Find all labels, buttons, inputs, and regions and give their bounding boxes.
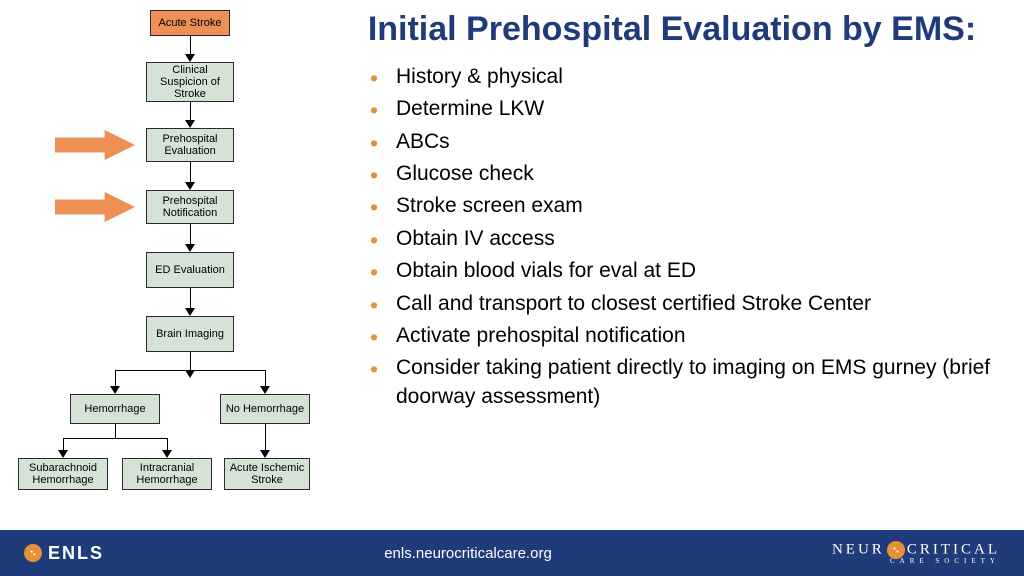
flow-connector [167, 438, 168, 450]
flow-connector [63, 438, 64, 450]
flow-node-acute: Acute Stroke [150, 10, 230, 36]
flow-connector [190, 288, 191, 308]
flow-connector [265, 370, 266, 386]
flow-node-preeval: Prehospital Evaluation [146, 128, 234, 162]
footer-url: enls.neurocriticalcare.org [384, 545, 552, 562]
flow-connector [190, 102, 191, 120]
flow-connector [115, 424, 116, 438]
brain-icon [887, 541, 905, 559]
bullet-item: Determine LKW [370, 95, 1004, 123]
flow-connector [115, 370, 265, 371]
flow-node-brainimg: Brain Imaging [146, 316, 234, 352]
flow-node-sah: Subarachnoid Hemorrhage [18, 458, 108, 490]
bullet-item: Glucose check [370, 160, 1004, 188]
footer-left-logo: ENLS [24, 543, 104, 564]
flow-connector [190, 352, 191, 370]
flow-node-prenotif: Prehospital Notification [146, 190, 234, 224]
footer-right-text2: CRITICAL [907, 541, 1000, 557]
bullet-item: Obtain IV access [370, 225, 1004, 253]
arrow-head-icon [110, 386, 120, 394]
footer-bar: ENLS enls.neurocriticalcare.org NEUR CRIT… [0, 530, 1024, 576]
footer-right-sub: CARE SOCIETY [832, 557, 1000, 565]
footer-right-text1: NEUR [832, 541, 885, 557]
arrow-head-icon [162, 450, 172, 458]
flow-connector [190, 224, 191, 244]
bullet-list: History & physical Determine LKW ABCs Gluco… [340, 63, 1004, 411]
flow-node-clinical: Clinical Suspicion of Stroke [146, 62, 234, 102]
flow-node-ich: Intracranial Hemorrhage [122, 458, 212, 490]
bullet-item: Obtain blood vials for eval at ED [370, 257, 1004, 285]
flow-connector [63, 438, 167, 439]
bullet-item: Consider taking patient directly to imag… [370, 354, 1004, 411]
arrow-head-icon [185, 54, 195, 62]
flow-connector [190, 162, 191, 182]
flow-connector [190, 36, 191, 54]
flow-node-edeval: ED Evaluation [146, 252, 234, 288]
flow-node-hemo: Hemorrhage [70, 394, 160, 424]
arrow-head-icon [185, 120, 195, 128]
bullet-item: Stroke screen exam [370, 192, 1004, 220]
flow-connector [265, 424, 266, 450]
footer-left-text: ENLS [48, 543, 104, 564]
bullet-item: ABCs [370, 128, 1004, 156]
pointer-arrow-icon [55, 192, 135, 222]
arrow-head-icon [260, 386, 270, 394]
pointer-arrow-icon [55, 130, 135, 160]
arrow-head-icon [185, 244, 195, 252]
bullet-item: Activate prehospital notification [370, 322, 1004, 350]
brain-icon [24, 544, 42, 562]
arrow-head-icon [185, 308, 195, 316]
flow-node-ais: Acute Ischemic Stroke [224, 458, 310, 490]
bullet-item: History & physical [370, 63, 1004, 91]
arrow-head-icon [185, 370, 195, 378]
slide-title: Initial Prehospital Evaluation by EMS: [340, 10, 1004, 49]
flow-connector [115, 370, 116, 386]
arrow-head-icon [185, 182, 195, 190]
flowchart: Acute Stroke Clinical Suspicion of Stroke… [0, 0, 330, 530]
bullet-item: Call and transport to closest certified … [370, 290, 1004, 318]
slide: Acute Stroke Clinical Suspicion of Stroke… [0, 0, 1024, 576]
footer-right-logo: NEUR CRITICAL CARE SOCIETY [832, 541, 1000, 565]
content-area: Initial Prehospital Evaluation by EMS: H… [330, 0, 1024, 576]
arrow-head-icon [260, 450, 270, 458]
arrow-head-icon [58, 450, 68, 458]
flow-node-nohemo: No Hemorrhage [220, 394, 310, 424]
